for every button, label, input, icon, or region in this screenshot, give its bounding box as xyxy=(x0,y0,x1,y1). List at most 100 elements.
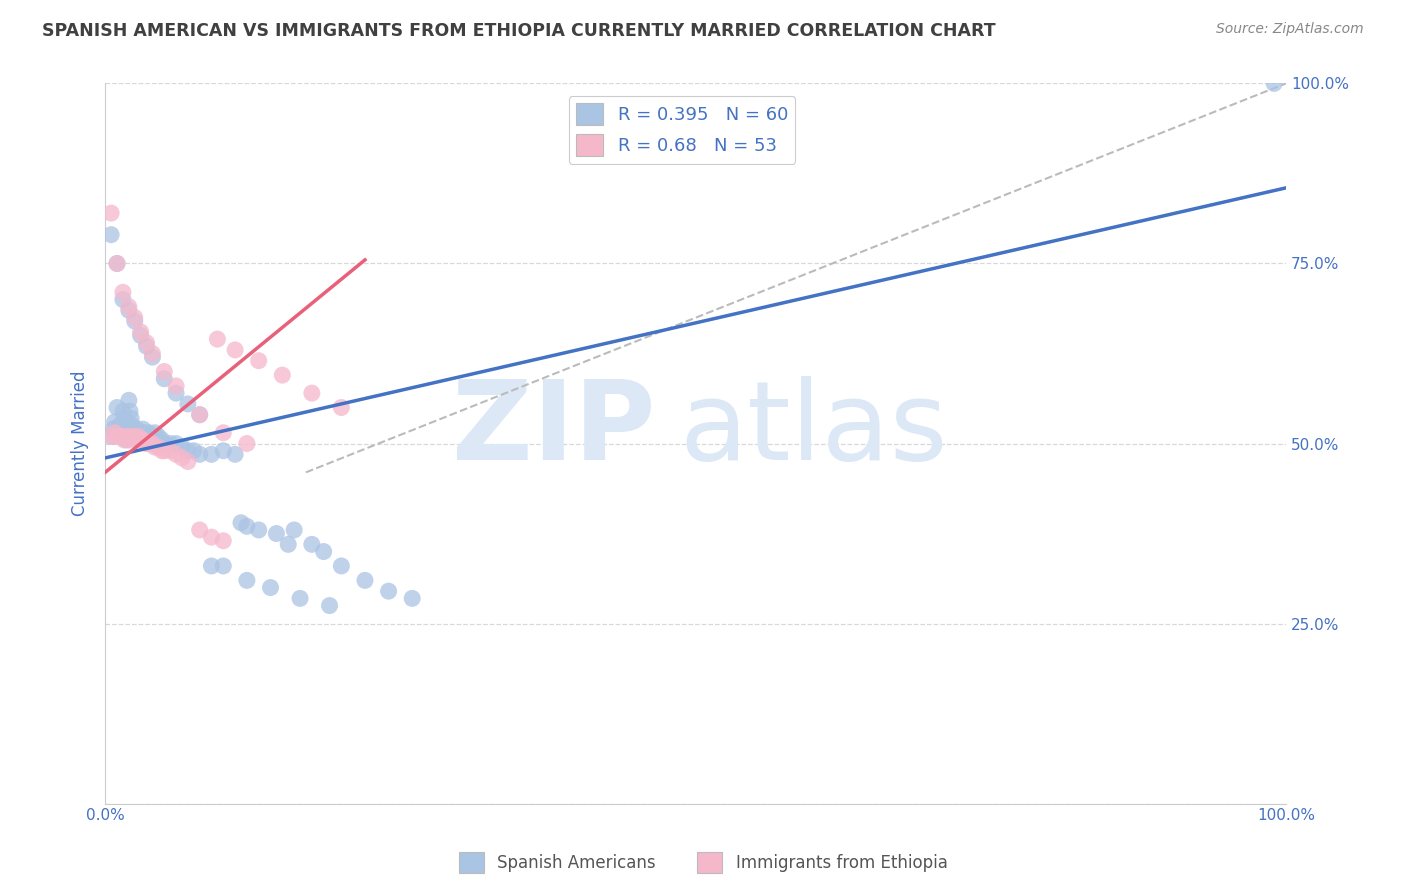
Point xyxy=(122,422,145,436)
Point xyxy=(129,433,152,447)
Point xyxy=(135,436,157,450)
Point xyxy=(153,372,176,386)
Point xyxy=(118,433,141,447)
Point xyxy=(112,411,135,425)
Point xyxy=(312,544,335,558)
Point xyxy=(125,429,148,443)
Point xyxy=(127,425,149,440)
Point xyxy=(145,433,167,447)
Point xyxy=(170,450,193,465)
Point xyxy=(271,368,294,383)
Y-axis label: Currently Married: Currently Married xyxy=(72,371,89,516)
Point xyxy=(401,591,423,606)
Point xyxy=(301,537,323,551)
Point xyxy=(165,379,187,393)
Point xyxy=(212,425,235,440)
Legend: R = 0.395   N = 60, R = 0.68   N = 53: R = 0.395 N = 60, R = 0.68 N = 53 xyxy=(569,96,796,163)
Point xyxy=(103,422,125,436)
Point xyxy=(118,393,141,408)
Point xyxy=(100,429,122,443)
Point xyxy=(236,436,259,450)
Text: Source: ZipAtlas.com: Source: ZipAtlas.com xyxy=(1216,22,1364,37)
Point xyxy=(124,310,146,325)
Point xyxy=(143,440,166,454)
Point xyxy=(301,386,323,401)
Point xyxy=(117,415,139,429)
Point xyxy=(121,418,143,433)
Point xyxy=(108,429,131,443)
Point xyxy=(105,256,128,270)
Text: atlas: atlas xyxy=(679,376,948,483)
Point xyxy=(153,443,176,458)
Point xyxy=(105,425,128,440)
Point xyxy=(354,574,377,588)
Point xyxy=(165,386,187,401)
Point xyxy=(110,429,132,443)
Point xyxy=(127,422,149,436)
Point xyxy=(148,429,170,443)
Point xyxy=(111,429,134,443)
Point xyxy=(170,440,193,454)
Point xyxy=(124,425,146,440)
Point xyxy=(129,429,152,443)
Point xyxy=(118,300,141,314)
Point xyxy=(112,433,135,447)
Point xyxy=(153,436,176,450)
Point xyxy=(111,429,134,443)
Point xyxy=(111,293,134,307)
Point xyxy=(200,530,222,544)
Point xyxy=(115,429,138,443)
Point xyxy=(135,433,157,447)
Point xyxy=(183,443,205,458)
Point xyxy=(330,401,353,415)
Point xyxy=(104,425,127,440)
Point xyxy=(165,436,187,450)
Point xyxy=(143,425,166,440)
Point xyxy=(141,346,163,360)
Text: ZIP: ZIP xyxy=(453,376,655,483)
Point xyxy=(177,454,200,468)
Legend: Spanish Americans, Immigrants from Ethiopia: Spanish Americans, Immigrants from Ethio… xyxy=(451,846,955,880)
Point xyxy=(136,429,159,443)
Point xyxy=(212,443,235,458)
Point xyxy=(207,332,229,346)
Point xyxy=(148,440,170,454)
Point xyxy=(200,558,222,573)
Point xyxy=(159,443,181,458)
Point xyxy=(150,433,173,447)
Point xyxy=(177,443,200,458)
Text: SPANISH AMERICAN VS IMMIGRANTS FROM ETHIOPIA CURRENTLY MARRIED CORRELATION CHART: SPANISH AMERICAN VS IMMIGRANTS FROM ETHI… xyxy=(42,22,995,40)
Point xyxy=(139,433,162,447)
Point xyxy=(224,447,246,461)
Point xyxy=(129,328,152,343)
Point xyxy=(129,325,152,339)
Point xyxy=(188,523,211,537)
Point xyxy=(318,599,340,613)
Point xyxy=(104,415,127,429)
Point xyxy=(120,411,142,425)
Point xyxy=(377,584,399,599)
Point xyxy=(188,447,211,461)
Point xyxy=(159,436,181,450)
Point xyxy=(115,433,138,447)
Point xyxy=(111,404,134,418)
Point xyxy=(236,519,259,533)
Point xyxy=(1263,77,1285,91)
Point xyxy=(188,408,211,422)
Point xyxy=(138,425,160,440)
Point xyxy=(105,256,128,270)
Point xyxy=(138,436,160,450)
Point xyxy=(120,429,142,443)
Point xyxy=(288,591,311,606)
Point xyxy=(118,404,141,418)
Point xyxy=(124,429,146,443)
Point xyxy=(111,285,134,300)
Point xyxy=(150,443,173,458)
Point xyxy=(100,429,122,443)
Point xyxy=(105,401,128,415)
Point xyxy=(132,433,155,447)
Point xyxy=(224,343,246,357)
Point xyxy=(153,364,176,378)
Point xyxy=(131,433,153,447)
Point xyxy=(177,397,200,411)
